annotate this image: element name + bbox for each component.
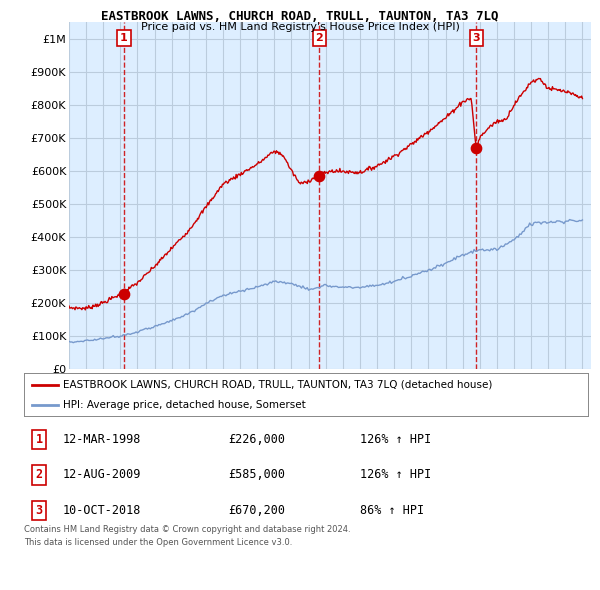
Text: 1: 1 — [120, 33, 128, 43]
Point — [472, 143, 481, 152]
Text: 12-MAR-1998: 12-MAR-1998 — [63, 433, 142, 446]
Text: 2: 2 — [35, 468, 43, 481]
Text: £670,200: £670,200 — [228, 504, 285, 517]
Text: £585,000: £585,000 — [228, 468, 285, 481]
Text: 86% ↑ HPI: 86% ↑ HPI — [360, 504, 424, 517]
Text: 126% ↑ HPI: 126% ↑ HPI — [360, 433, 431, 446]
Text: 10-OCT-2018: 10-OCT-2018 — [63, 504, 142, 517]
Text: EASTBROOK LAWNS, CHURCH ROAD, TRULL, TAUNTON, TA3 7LQ (detached house): EASTBROOK LAWNS, CHURCH ROAD, TRULL, TAU… — [64, 380, 493, 390]
Point — [119, 290, 129, 299]
Text: This data is licensed under the Open Government Licence v3.0.: This data is licensed under the Open Gov… — [24, 538, 292, 547]
Text: 2: 2 — [316, 33, 323, 43]
Text: £226,000: £226,000 — [228, 433, 285, 446]
Text: 126% ↑ HPI: 126% ↑ HPI — [360, 468, 431, 481]
Point — [314, 171, 324, 181]
Text: Contains HM Land Registry data © Crown copyright and database right 2024.: Contains HM Land Registry data © Crown c… — [24, 525, 350, 534]
Text: 12-AUG-2009: 12-AUG-2009 — [63, 468, 142, 481]
Text: 3: 3 — [472, 33, 480, 43]
Text: 3: 3 — [35, 504, 43, 517]
Text: Price paid vs. HM Land Registry's House Price Index (HPI): Price paid vs. HM Land Registry's House … — [140, 22, 460, 32]
Text: EASTBROOK LAWNS, CHURCH ROAD, TRULL, TAUNTON, TA3 7LQ: EASTBROOK LAWNS, CHURCH ROAD, TRULL, TAU… — [101, 10, 499, 23]
Text: HPI: Average price, detached house, Somerset: HPI: Average price, detached house, Some… — [64, 401, 306, 410]
Text: 1: 1 — [35, 433, 43, 446]
